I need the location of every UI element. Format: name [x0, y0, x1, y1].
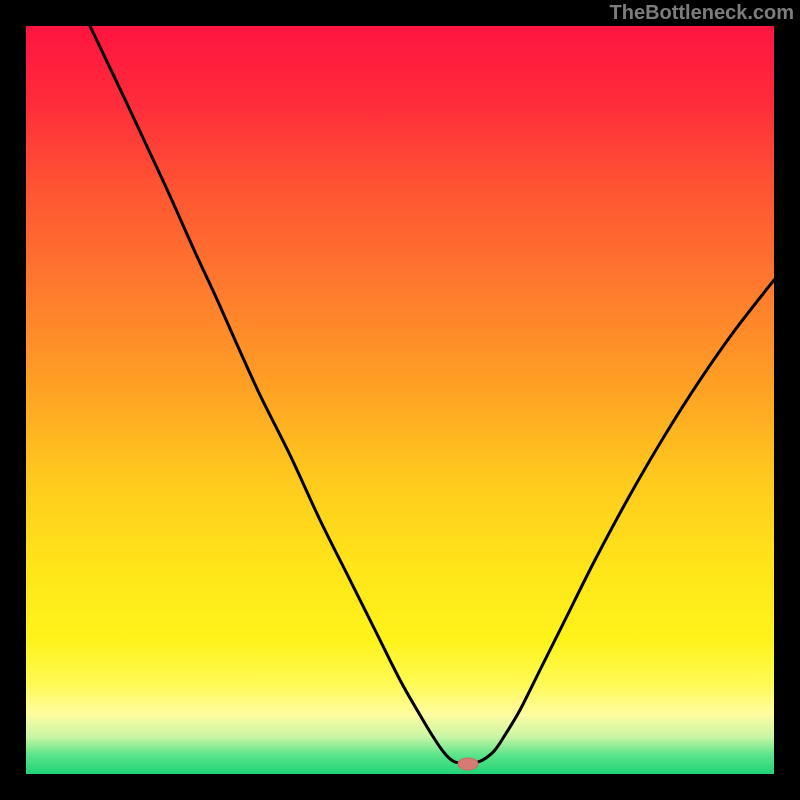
watermark-text: TheBottleneck.com: [610, 2, 794, 25]
chart-svg: [0, 0, 800, 800]
marker-dot: [458, 758, 478, 770]
gradient-background: [26, 26, 774, 774]
chart-container: TheBottleneck.com: [0, 0, 800, 800]
